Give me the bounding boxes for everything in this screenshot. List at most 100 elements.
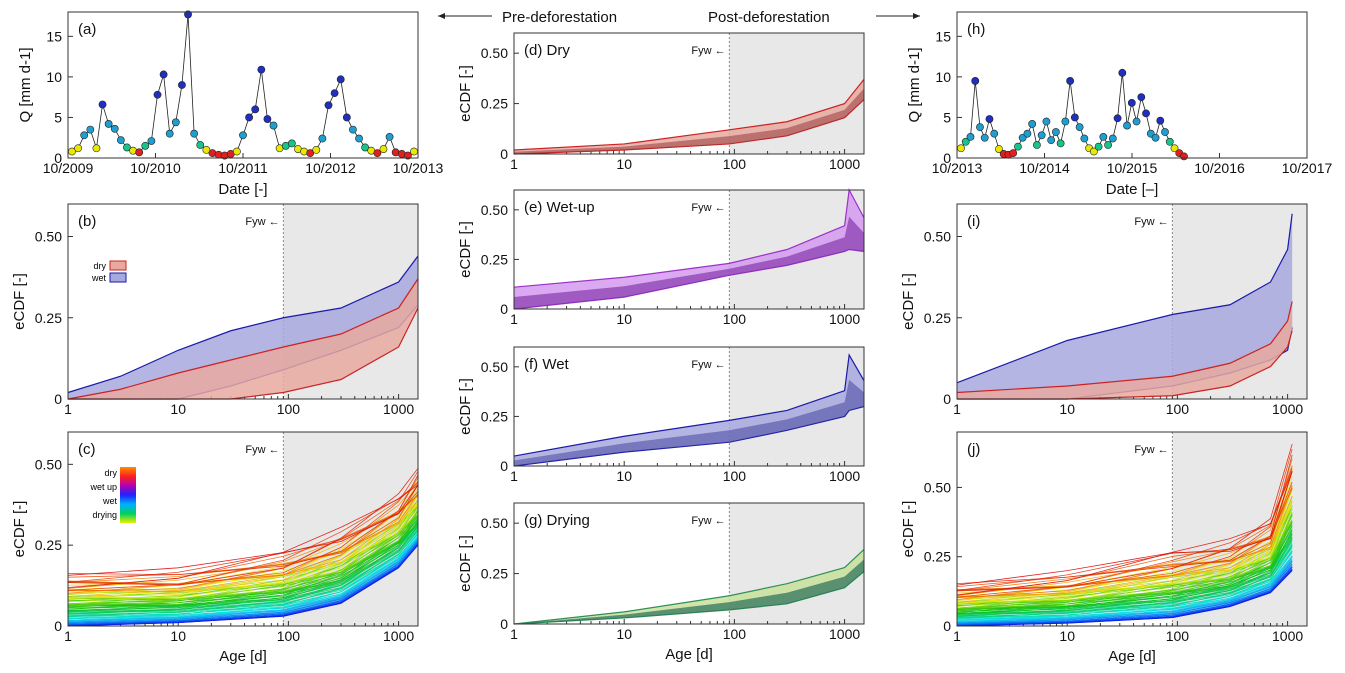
plot-frame — [956, 203, 1308, 400]
discharge-point — [257, 65, 266, 74]
x-tick-label: 1 — [64, 628, 72, 644]
x-tick-label: 10/2013 — [393, 160, 444, 176]
discharge-point — [1028, 120, 1037, 128]
x-axis-label: Age [d] — [219, 648, 267, 665]
legend-label: drying — [92, 510, 117, 520]
discharge-point — [1047, 136, 1056, 145]
panel-label: (i) — [967, 213, 980, 230]
x-axis-label: Age [d] — [1108, 648, 1156, 665]
y-tick-label: 0.50 — [924, 479, 951, 495]
y-tick-label: 0 — [500, 616, 508, 632]
discharge-point — [1170, 144, 1179, 153]
y-axis-label: eCDF [-] — [457, 535, 474, 592]
y-tick-label: 10 — [46, 69, 62, 85]
discharge-point — [324, 101, 333, 110]
discharge-point — [410, 147, 418, 156]
panel-label: (f) Wet — [524, 356, 570, 373]
discharge-point — [190, 129, 199, 138]
legend-swatch-wet — [109, 272, 127, 283]
x-tick-label: 10 — [616, 156, 632, 172]
discharge-point — [403, 151, 412, 160]
y-tick-label: 0.25 — [924, 310, 951, 326]
panel-i: 1 10 100 1000 0 0.25 0.50 Fyw ← (i) eCDF [-] — [900, 203, 1308, 417]
x-tick-label: 100 — [1166, 401, 1190, 417]
discharge-point — [966, 133, 975, 141]
x-tick-label: 10 — [1059, 628, 1075, 644]
y-tick-label: 0.25 — [481, 96, 508, 112]
discharge-point — [1123, 121, 1131, 130]
x-tick-label: 1 — [510, 468, 518, 484]
x-tick-label: 1000 — [829, 626, 860, 642]
plot-frame — [513, 502, 865, 625]
legend-label: wet — [102, 496, 118, 506]
x-tick-label: 10/2017 — [1282, 160, 1333, 176]
cdf-line — [956, 443, 1293, 592]
x-tick-label: 10/2016 — [1194, 160, 1245, 176]
cdf-line — [67, 468, 419, 586]
y-tick-label: 0 — [500, 301, 508, 317]
y-tick-label: 0.50 — [481, 359, 508, 375]
discharge-point — [123, 143, 131, 152]
band-upper-wet — [956, 213, 1293, 384]
arrow-right-icon — [913, 13, 920, 19]
cdf-line — [956, 471, 1293, 586]
panel-label: (d) Dry — [524, 42, 570, 59]
band-upper-dry — [513, 79, 865, 151]
x-tick-label: 10 — [616, 626, 632, 642]
x-axis-label: Age [d] — [665, 646, 713, 663]
panel-g: 1 10 100 1000 0 0.25 0.50 Fyw ← (g) Drying eCDF [… — [457, 502, 865, 663]
y-tick-label: 5 — [54, 109, 62, 125]
plot-frame — [67, 431, 419, 627]
discharge-point — [1033, 141, 1041, 149]
y-axis-label: eCDF [-] — [11, 273, 28, 330]
discharge-point — [1075, 123, 1084, 132]
cdf-line — [956, 454, 1293, 585]
discharge-point — [245, 113, 254, 122]
band-upper-wet — [67, 255, 419, 394]
cdf-line — [956, 525, 1293, 609]
discharge-point — [153, 90, 162, 99]
panel-label: (g) Drying — [524, 512, 590, 529]
band-overlap-wetup — [514, 216, 864, 309]
discharge-point — [287, 139, 296, 148]
y-axis-label: eCDF [-] — [457, 65, 474, 122]
y-tick-label: 15 — [935, 28, 951, 44]
band-wet — [957, 213, 1293, 399]
panel-a: 10/2009 10/2010 10/2011 10/2012 10/2013 0 5 10 1… — [17, 10, 444, 198]
x-tick-label: 10 — [170, 401, 186, 417]
x-tick-label: 1 — [64, 401, 72, 417]
discharge-point — [985, 115, 994, 123]
y-tick-label: 0 — [500, 146, 508, 162]
x-tick-label: 1 — [510, 156, 518, 172]
discharge-point — [1165, 137, 1174, 146]
y-tick-label: 0 — [54, 618, 62, 634]
y-tick-label: 0.50 — [924, 229, 951, 245]
discharge-point — [110, 124, 119, 133]
discharge-point — [232, 147, 241, 156]
y-tick-label: 0.25 — [481, 408, 508, 424]
y-tick-label: 0.25 — [481, 566, 508, 582]
legend: dry wet — [91, 260, 127, 283]
y-axis-label: eCDF [-] — [457, 221, 474, 278]
x-tick-label: 10 — [170, 628, 186, 644]
discharge-point — [1056, 139, 1065, 148]
x-tick-label: 100 — [1166, 628, 1190, 644]
x-tick-label: 1 — [953, 401, 961, 417]
discharge-point — [342, 113, 351, 122]
discharge-point — [318, 134, 327, 143]
x-tick-label: 100 — [723, 311, 747, 327]
x-axis-label: Date [-] — [218, 181, 267, 198]
discharge-point — [1023, 129, 1032, 138]
discharge-point — [269, 121, 278, 130]
band-overlap-wet — [514, 379, 864, 466]
x-tick-label: 1000 — [1272, 628, 1303, 644]
discharge-point — [1037, 131, 1046, 140]
y-tick-label: 0.25 — [924, 549, 951, 565]
discharge-point — [349, 125, 357, 134]
fyw-annotation: Fyw ← — [1134, 444, 1168, 456]
x-tick-label: 1000 — [1272, 401, 1303, 417]
discharge-point — [355, 134, 363, 143]
x-tick-label: 1 — [510, 626, 518, 642]
x-tick-label: 10/2013 — [932, 160, 983, 176]
x-tick-label: 10/2014 — [1019, 160, 1070, 176]
